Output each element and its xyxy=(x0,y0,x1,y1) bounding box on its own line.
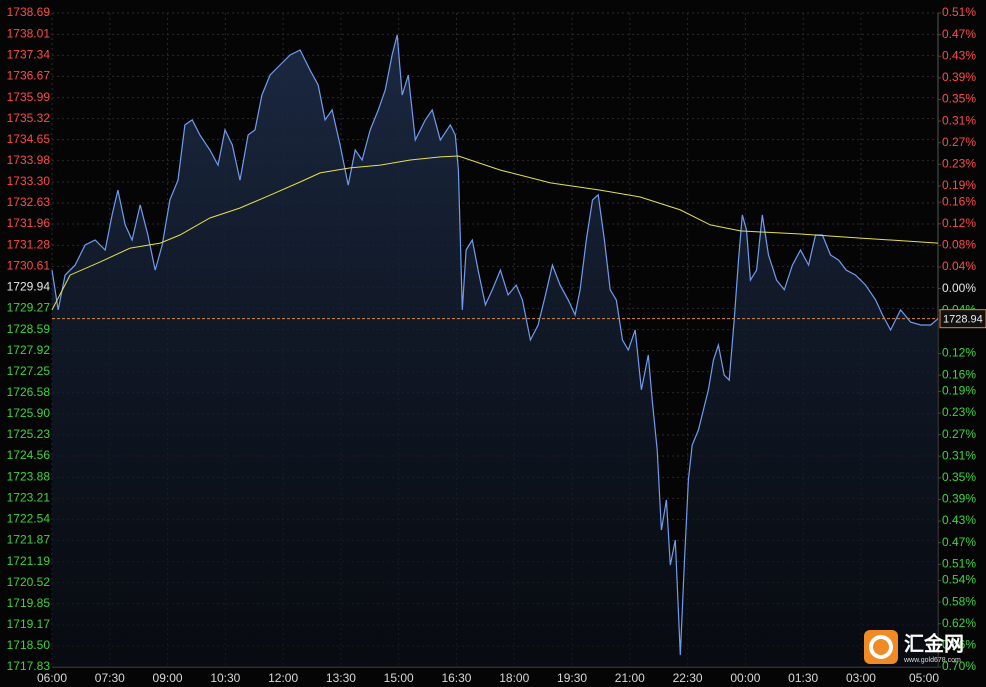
y-tick-label: 1731.28 xyxy=(7,237,51,251)
x-tick-label: 00:00 xyxy=(730,671,760,685)
watermark-url: www.gold678.com xyxy=(903,657,961,664)
y-tick-label: 1729.27 xyxy=(7,301,51,315)
y2-tick-label: 0.12% xyxy=(942,216,976,230)
x-tick-label: 19:30 xyxy=(557,671,587,685)
y2-tick-label: 0.51% xyxy=(942,5,976,19)
y-tick-label: 1728.59 xyxy=(7,322,51,336)
x-tick-label: 21:00 xyxy=(615,671,645,685)
y-tick-label: 1719.17 xyxy=(7,617,51,631)
logo-icon xyxy=(864,630,898,664)
x-tick-label: 03:00 xyxy=(846,671,876,685)
x-tick-label: 13:30 xyxy=(326,671,356,685)
y2-tick-label: 0.35% xyxy=(942,92,976,106)
y2-tick-label: 0.62% xyxy=(942,616,976,630)
y2-tick-label: 0.39% xyxy=(942,492,976,506)
y2-tick-label: 0.31% xyxy=(942,113,976,127)
y2-tick-label: 0.47% xyxy=(942,27,976,41)
y-tick-label: 1724.56 xyxy=(7,448,51,462)
y2-tick-label: 0.16% xyxy=(942,367,976,381)
y-tick-label: 1727.25 xyxy=(7,364,51,378)
y-tick-label: 1721.19 xyxy=(7,554,51,568)
y2-tick-label: 0.23% xyxy=(942,405,976,419)
y-tick-label: 1721.87 xyxy=(7,533,51,547)
x-tick-label: 05:00 xyxy=(909,671,939,685)
y-tick-label: 1718.50 xyxy=(7,638,51,652)
x-tick-label: 12:00 xyxy=(268,671,298,685)
y-tick-label: 1731.96 xyxy=(7,216,51,230)
y-tick-label: 1732.63 xyxy=(7,195,51,209)
y-tick-label: 1735.32 xyxy=(7,111,51,125)
logo-ring xyxy=(869,635,893,659)
y-tick-label: 1725.90 xyxy=(7,406,51,420)
y-tick-label: 1735.99 xyxy=(7,90,51,104)
reference-label-box xyxy=(939,309,986,329)
y-tick-label: 1737.34 xyxy=(7,47,51,61)
y2-tick-label: 0.66% xyxy=(942,638,976,652)
y2-tick-label: 0.58% xyxy=(942,594,976,608)
price-line xyxy=(51,34,939,656)
y2-tick-label: 0.16% xyxy=(942,194,976,208)
y2-tick-label: 0.39% xyxy=(942,70,976,84)
y2-tick-label: 0.47% xyxy=(942,535,976,549)
y-tick-label: 1722.54 xyxy=(7,512,51,526)
average-line xyxy=(51,155,939,311)
y2-tick-label: 0.04% xyxy=(942,259,976,273)
x-tick-label: 06:00 xyxy=(37,671,67,685)
y2-tick-label: 0.12% xyxy=(942,346,976,360)
x-tick-label: 10:30 xyxy=(210,671,240,685)
y2-tick-label: 0.35% xyxy=(942,470,976,484)
watermark: 汇金网 www.gold678.com xyxy=(864,630,964,664)
y2-tick-label: 0.19% xyxy=(942,178,976,192)
y-tick-label: 1723.88 xyxy=(7,469,51,483)
y-tick-label: 1733.98 xyxy=(7,153,51,167)
x-tick-label: 15:00 xyxy=(384,671,414,685)
y2-tick-label: 0.70% xyxy=(942,659,976,673)
y-tick-label: 1734.65 xyxy=(7,132,51,146)
y-tick-label: 1738.01 xyxy=(7,26,51,40)
y-tick-label: 1738.69 xyxy=(7,5,51,19)
y2-tick-label: 0.19% xyxy=(942,384,976,398)
y-tick-label: 1723.21 xyxy=(7,490,51,504)
y-tick-label: 1733.30 xyxy=(7,174,51,188)
y-tick-label: 1729.94 xyxy=(7,280,51,294)
y2-tick-label: 0.23% xyxy=(942,157,976,171)
y-tick-label: 1725.23 xyxy=(7,427,51,441)
price-area xyxy=(52,34,938,667)
y2-tick-label: 0.27% xyxy=(942,135,976,149)
y-tick-label: 1717.83 xyxy=(7,659,51,673)
y2-tick-label: 0.31% xyxy=(942,448,976,462)
x-tick-label: 09:00 xyxy=(153,671,183,685)
x-tick-label: 18:00 xyxy=(499,671,529,685)
y2-tick-label: 0.43% xyxy=(942,48,976,62)
y2-tick-label: 0.27% xyxy=(942,427,976,441)
y2-tick-label: 0.54% xyxy=(942,573,976,587)
y2-tick-label: 0.43% xyxy=(942,513,976,527)
x-tick-label: 22:30 xyxy=(673,671,703,685)
watermark-title: 汇金网 xyxy=(904,631,964,655)
x-tick-label: 16:30 xyxy=(441,671,471,685)
x-tick-label: 01:30 xyxy=(788,671,818,685)
y-tick-label: 1730.61 xyxy=(7,258,51,272)
reference-label: 1728.94 xyxy=(943,314,983,326)
y-tick-label: 1719.85 xyxy=(7,596,51,610)
y-tick-label: 1726.58 xyxy=(7,385,51,399)
y2-tick-label: 0.00% xyxy=(942,281,976,295)
y2-tick-label: 0.08% xyxy=(942,238,976,252)
y2-tick-label: 0.51% xyxy=(942,556,976,570)
y-tick-label: 1727.92 xyxy=(7,343,51,357)
x-tick-label: 07:30 xyxy=(95,671,125,685)
y-tick-label: 1736.67 xyxy=(7,69,51,83)
y-tick-label: 1720.52 xyxy=(7,575,51,589)
